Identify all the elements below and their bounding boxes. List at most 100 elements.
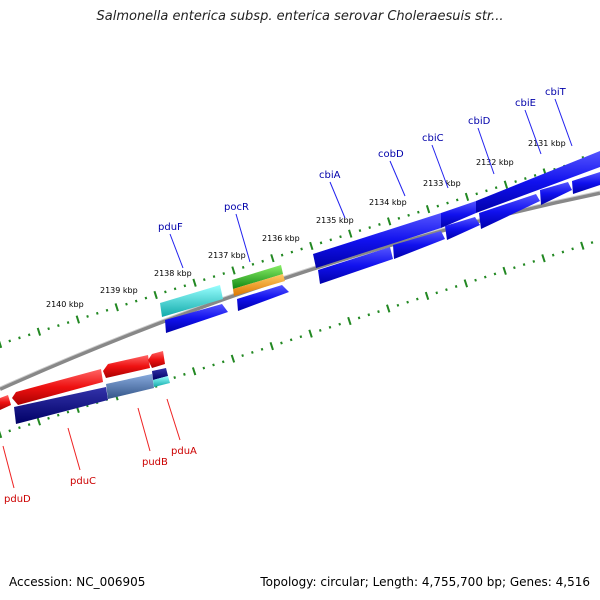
- gene-label-cbiC: cbiC: [422, 133, 444, 144]
- major-tick: [503, 180, 509, 189]
- minor-tick: [318, 328, 322, 332]
- cds-forward-feature: [445, 217, 480, 240]
- minor-tick: [377, 310, 380, 314]
- major-tick: [191, 367, 197, 376]
- gene-leader-line: [67, 427, 81, 471]
- minor-tick: [590, 241, 594, 245]
- major-tick: [386, 304, 391, 313]
- minor-tick: [571, 247, 574, 251]
- major-tick: [580, 241, 585, 250]
- gene-label-cobD: cobD: [378, 149, 404, 160]
- gene-leader-line: [166, 398, 181, 441]
- cds-reverse-feature: [103, 355, 150, 378]
- minor-tick: [47, 327, 50, 331]
- tick-label-group: 2140 kbp 2139 kbp 2138 kbp 2137 kbp 2136 kbp…: [46, 139, 566, 309]
- cds-reverse-feature: [148, 351, 165, 368]
- cds-forward-feature: [393, 231, 445, 259]
- gene-label-pudB: pudB: [142, 457, 168, 468]
- major-tick: [0, 430, 3, 439]
- gene-label-pduA: pduA: [171, 446, 197, 457]
- tick-label: 2138 kbp: [154, 269, 192, 278]
- tick-label: 2134 kbp: [369, 198, 407, 207]
- minor-tick: [455, 198, 459, 202]
- tick-label: 2133 kbp: [423, 179, 461, 188]
- cds-forward-feature: [313, 213, 441, 268]
- minor-tick: [299, 335, 303, 339]
- minor-tick: [173, 376, 177, 379]
- minor-tick: [212, 275, 216, 279]
- major-tick: [114, 303, 119, 312]
- minor-tick: [183, 372, 186, 376]
- minor-tick: [436, 204, 440, 208]
- minor-tick: [261, 259, 264, 263]
- cog-feature-cyan: [160, 285, 223, 317]
- minor-tick: [173, 287, 177, 291]
- tick-label: 2131 kbp: [528, 139, 566, 148]
- gene-label-pocR: pocR: [224, 202, 249, 213]
- minor-tick: [329, 238, 333, 242]
- minor-tick: [417, 210, 420, 214]
- tick-label: 2135 kbp: [316, 216, 354, 225]
- minor-tick: [183, 284, 187, 288]
- gene-label-pduD: pduD: [4, 494, 31, 505]
- minor-tick: [280, 341, 283, 345]
- minor-tick: [532, 259, 536, 263]
- major-tick: [231, 266, 236, 275]
- gene-label-pduF: pduF: [158, 222, 183, 233]
- minor-tick: [202, 278, 206, 282]
- minor-tick: [435, 291, 439, 295]
- major-tick: [309, 241, 314, 251]
- minor-tick: [493, 272, 497, 276]
- major-tick: [153, 290, 158, 300]
- minor-tick: [251, 262, 255, 266]
- gene-leader-line: [235, 213, 251, 263]
- cds-forward-feature: [441, 201, 476, 228]
- major-tick: [269, 342, 274, 351]
- minor-tick: [494, 186, 498, 190]
- tick-label: 2139 kbp: [100, 286, 138, 295]
- minor-tick: [8, 339, 12, 343]
- minor-tick: [445, 288, 448, 292]
- genome-summary: Topology: circular; Length: 4,755,700 bp…: [260, 575, 590, 589]
- cds-forward-feature: [540, 182, 572, 205]
- cds-forward-feature: [165, 304, 228, 333]
- minor-tick: [144, 296, 148, 300]
- minor-tick: [289, 338, 293, 342]
- minor-tick: [241, 265, 245, 269]
- minor-tick: [454, 285, 458, 288]
- tick-label: 2140 kbp: [46, 300, 84, 309]
- minor-tick: [222, 272, 226, 275]
- major-tick: [0, 340, 3, 349]
- cds-reverse-feature: [12, 369, 103, 405]
- map-title: Salmonella enterica subsp. enterica sero…: [96, 9, 504, 24]
- minor-tick: [66, 321, 70, 324]
- minor-tick: [66, 410, 70, 414]
- gene-leader-line: [329, 181, 346, 219]
- minor-tick: [328, 325, 332, 329]
- cog-feature-navy: [14, 387, 108, 424]
- minor-tick: [485, 189, 488, 193]
- minor-tick: [57, 324, 60, 328]
- gene-label-cbiE: cbiE: [515, 98, 536, 109]
- major-tick: [347, 316, 352, 326]
- cog-feature-navy: [152, 368, 168, 380]
- major-tick: [386, 217, 392, 226]
- minor-tick: [474, 278, 477, 282]
- accession-label: Accession: NC_006905: [9, 575, 146, 589]
- minor-tick: [524, 177, 527, 180]
- minor-tick: [513, 266, 516, 270]
- major-tick: [230, 354, 236, 363]
- cog-feature-green: [232, 265, 283, 289]
- major-tick: [463, 279, 469, 288]
- forward-cog-track: [160, 172, 600, 333]
- minor-tick: [27, 333, 31, 337]
- major-tick: [541, 254, 546, 263]
- reverse-cds-track: [0, 351, 170, 424]
- minor-tick: [357, 316, 361, 320]
- minor-tick: [241, 354, 244, 357]
- cog-feature-cyan: [153, 376, 170, 387]
- minor-tick: [533, 174, 537, 177]
- minor-tick: [522, 263, 526, 266]
- minor-tick: [125, 302, 128, 306]
